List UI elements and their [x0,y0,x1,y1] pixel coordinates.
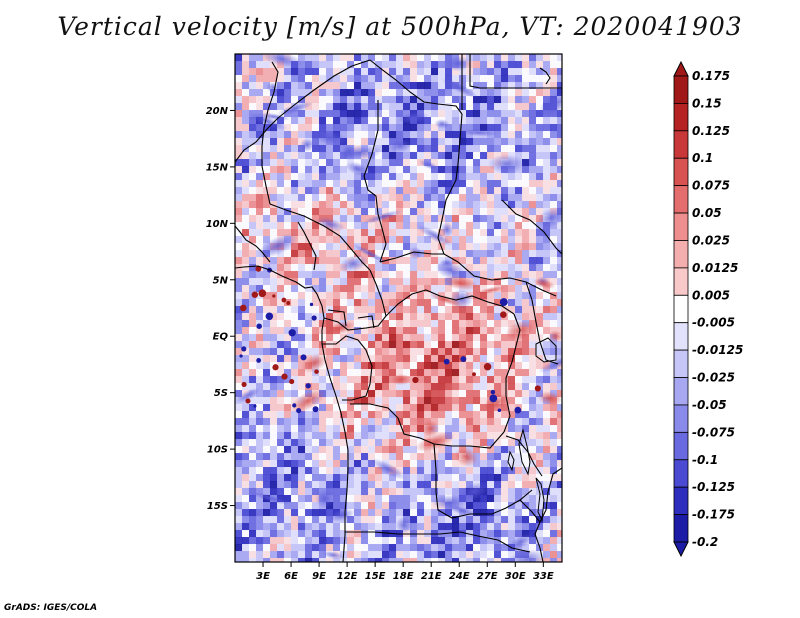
lake-victoria [535,337,557,363]
colorbar-label: 0.1 [692,151,713,165]
border-eq-guinea [357,315,375,329]
border-egypt-sudan [469,54,562,89]
lake-malawi [535,477,545,522]
colorbar-box [673,103,689,132]
border-angola-zambia [433,443,533,519]
border-sudan-east [501,199,562,255]
border-sahara-1 [235,59,371,163]
colorbar-box [673,212,689,241]
lon-tick-label: 12E [337,571,358,582]
vertical-velocity-field [235,54,562,562]
border-malawi [519,499,541,523]
colorbar-label: -0.125 [692,480,735,494]
lon-tick-label: 24E [449,571,470,582]
border-niger-west [261,61,279,205]
colorbar-label: -0.1 [692,453,718,467]
colorbar-label: 0.005 [692,288,730,302]
colorbar-box [673,514,689,543]
border-caprivi [459,531,531,553]
colorbar-label: -0.2 [692,535,718,549]
colorbar-label: -0.005 [692,316,735,330]
lon-tick-label: 15E [365,571,386,582]
colorbar-box [673,349,689,378]
coastline-west [235,265,349,562]
colorbar-min-arrow [673,541,689,558]
colorbar-label: 0.175 [692,69,730,83]
colorbar-label: -0.0125 [692,343,743,357]
lon-tick-label: 30E [505,571,526,582]
border-car-south-sudan [379,251,557,297]
colorbar-box [673,459,689,488]
border-gabon-congo [322,335,373,397]
colorbar-label: -0.175 [692,508,735,522]
lat-tick-label: 15N [206,162,229,173]
border-car-drc [385,289,515,317]
lake-tanganyika [518,428,531,476]
border-chad-sudan [437,113,463,255]
colorbar-box [673,377,689,406]
lake-mweru [507,450,515,472]
colorbar-label: 0.125 [692,124,730,138]
border-cabinda [342,395,367,401]
map-frame [234,53,563,563]
colorbar-box [673,75,689,104]
colorbar-label: 0.075 [692,179,730,193]
border-libya-chad [369,59,463,115]
colorbar-box [673,157,689,187]
colorbar-box [673,240,689,269]
lakes [507,337,557,522]
lat-tick-label: 15S [207,501,228,512]
colorbar-box [673,322,689,351]
colorbar-box [673,185,689,214]
lat-tick-label: 10N [206,219,229,230]
lon-tick-label: 18E [393,571,414,582]
lat-tick-label: 5S [214,388,228,399]
border-west-africa [235,225,271,263]
colorbar-box [673,294,689,324]
lon-tick-label: 9E [312,571,326,582]
border-cameroon [323,269,387,331]
lat-tick-label: 5N [213,275,229,286]
lon-tick-label: 33E [533,571,554,582]
longitude-axis: 3E 6E 9E 12E 15E 18E 21E 24E 27E 30E 33E [256,562,554,582]
coast-red-sea [539,67,551,85]
country-borders [235,54,562,562]
lon-tick-label: 27E [477,571,498,582]
colorbar-label: 0.05 [692,206,722,220]
map-title: Vertical velocity [m/s] at 500hPa, VT: 2… [57,12,743,41]
colorbar-box [673,267,689,296]
coastline-east [534,467,562,562]
border-uganda [525,281,559,365]
lon-tick-label: 6E [284,571,298,582]
colorbar-box [673,404,689,433]
border-angola-north [350,403,505,449]
lat-tick-label: 20N [206,106,229,117]
colorbar-label: -0.075 [692,425,735,439]
colorbar-box [673,130,689,159]
latitude-axis: 20N 15N 10N 5N EQ 5S 10S 15S [206,106,235,512]
border-gabon-north [327,309,347,327]
colorbar-label: -0.05 [692,398,727,412]
border-nigeria-benin [297,221,317,271]
lon-tick-label: 3E [256,571,270,582]
border-chad-west [363,100,387,263]
colorbar-box [673,431,689,461]
colorbar-max-arrow [673,60,689,77]
colorbar-label: 0.15 [692,96,722,110]
border-nigeria-north [269,203,371,271]
colorbar: 0.175 0.15 0.125 0.1 0.075 0.05 0.025 0.0125 0.0… [673,60,743,558]
colorbar-label: -0.025 [692,371,735,385]
lon-tick-label: 21E [421,571,442,582]
border-drc-east [503,313,521,433]
lat-tick-label: 10S [207,445,228,456]
grads-credit: GrADS: IGES/COLA [4,603,98,613]
border-angola-namibia [345,531,461,535]
lat-tick-label: EQ [213,332,229,343]
colorbar-label: 0.025 [692,233,730,247]
colorbar-label: 0.0125 [692,261,738,275]
colorbar-box [673,486,689,515]
